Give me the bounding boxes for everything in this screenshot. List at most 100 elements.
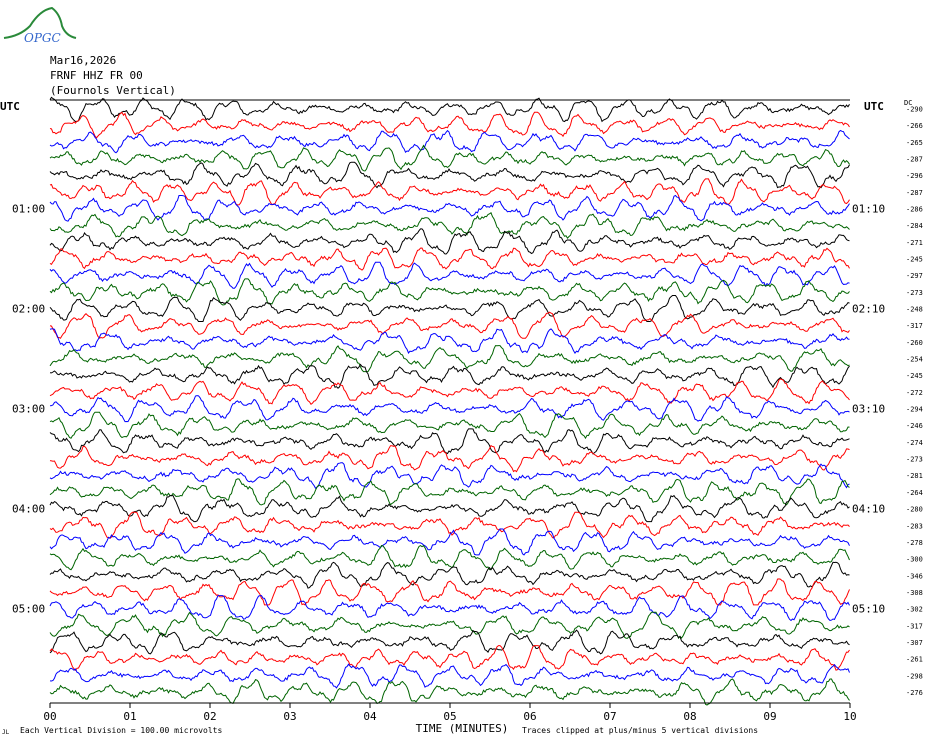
x-tick-label: 04 — [363, 710, 377, 723]
left-time-label: 02:00 — [12, 303, 45, 316]
dc-offset-value: -290 — [906, 106, 923, 114]
x-tick-label: 08 — [683, 710, 696, 723]
trace-line — [49, 363, 850, 389]
x-axis: 00 01 02 03 04 05 06 07 08 09 10 — [43, 703, 857, 723]
trace-line — [49, 247, 850, 271]
trace-line — [49, 144, 850, 172]
axis-labels: UTC UTC DC TIME (MINUTES) — [0, 99, 912, 735]
dc-offset-value: -300 — [906, 556, 923, 564]
date-label: Mar16,2026 — [50, 54, 117, 67]
trace-line — [49, 528, 850, 556]
right-time-label: 02:10 — [852, 303, 885, 316]
x-tick-label: 02 — [203, 710, 216, 723]
left-time-labels: 01:00 02:00 03:00 04:00 05:00 — [12, 203, 45, 616]
trace-line — [49, 194, 850, 222]
dc-offset-value: -317 — [906, 322, 923, 330]
dc-offset-value: -264 — [906, 489, 923, 497]
dc-offset-value: -276 — [906, 689, 923, 697]
trace-line — [49, 411, 850, 440]
dc-offset-value: -245 — [906, 256, 923, 264]
trace-line — [49, 561, 850, 589]
x-tick-label: 03 — [283, 710, 296, 723]
trace-line — [49, 678, 850, 706]
left-time-label: 03:00 — [12, 403, 45, 416]
dc-offset-value: -261 — [906, 656, 923, 664]
station-label: FRNF HHZ FR 00 — [50, 69, 143, 82]
dc-offset-value: -248 — [906, 306, 923, 314]
trace-line — [49, 311, 850, 339]
trace-line — [49, 261, 850, 289]
x-tick-label: 00 — [43, 710, 56, 723]
x-tick-label: 07 — [603, 710, 616, 723]
dc-offset-value: -266 — [906, 122, 923, 130]
corner-mark: JL — [2, 729, 10, 736]
right-time-label: 05:10 — [852, 603, 885, 616]
dc-offset-value: -297 — [906, 272, 923, 280]
x-tick-label: 06 — [523, 710, 536, 723]
left-time-label: 04:00 — [12, 503, 45, 516]
opgc-logo: OPGC — [3, 6, 77, 44]
right-time-labels: 01:10 02:10 03:10 04:10 05:10 — [852, 203, 885, 616]
trace-line — [49, 444, 850, 473]
dc-offset-value: -287 — [906, 156, 923, 164]
left-time-label: 01:00 — [12, 203, 45, 216]
trace-line — [49, 345, 850, 373]
trace-line — [49, 629, 850, 655]
logo-swoosh — [3, 6, 77, 39]
dc-label: DC — [904, 99, 912, 107]
dc-offset-value: -283 — [906, 522, 923, 530]
scale-note: Each Vertical Division = 100.00 microvol… — [20, 726, 223, 735]
dc-offset-value: -274 — [906, 439, 923, 447]
trace-line — [49, 645, 850, 672]
trace-line — [49, 595, 850, 622]
trace-line — [49, 395, 850, 423]
dc-offset-value: -294 — [906, 406, 923, 414]
dc-offset-value: -272 — [906, 389, 923, 397]
plot-frame — [50, 99, 850, 704]
dc-offset-value: -284 — [906, 222, 923, 230]
trace-line — [49, 478, 850, 506]
trace-line — [49, 111, 850, 139]
trace-line — [49, 578, 850, 606]
trace-line — [49, 129, 850, 154]
dc-offset-value: -280 — [906, 506, 923, 514]
dc-offset-value: -265 — [906, 139, 923, 147]
dc-offset-value: -286 — [906, 206, 923, 214]
left-time-label: 05:00 — [12, 603, 45, 616]
trace-line — [49, 511, 850, 539]
dc-offset-value: -281 — [906, 472, 923, 480]
trace-line — [49, 161, 850, 189]
description-label: (Fournols Vertical) — [50, 84, 176, 97]
trace-line — [49, 462, 850, 489]
dc-offset-value: -273 — [906, 289, 923, 297]
dc-offset-value: -346 — [906, 572, 923, 580]
dc-offset-value: -308 — [906, 589, 923, 597]
logo-text: OPGC — [24, 31, 61, 44]
dc-offset-value: -278 — [906, 539, 923, 547]
right-time-label: 04:10 — [852, 503, 885, 516]
trace-line — [49, 428, 850, 455]
x-tick-label: 05 — [443, 710, 456, 723]
trace-line — [49, 663, 850, 689]
right-time-label: 03:10 — [852, 403, 885, 416]
dc-offset-value: -271 — [906, 239, 923, 247]
right-time-label: 01:10 — [852, 203, 885, 216]
trace-line — [49, 378, 850, 406]
left-utc-label: UTC — [0, 100, 20, 113]
trace-line — [49, 611, 850, 640]
dc-offset-value: -246 — [906, 422, 923, 430]
trace-line — [49, 328, 850, 354]
trace-line — [49, 228, 850, 255]
trace-line — [49, 278, 850, 306]
trace-line — [49, 212, 850, 240]
dc-offset-value: -260 — [906, 339, 923, 347]
trace-line — [49, 178, 850, 206]
dc-offset-value: -302 — [906, 606, 923, 614]
dc-offset-value: -287 — [906, 189, 923, 197]
dc-offset-labels: -290 -266 -265 -287 -296 -287 -286 -284 -271 -245… — [906, 106, 923, 697]
clip-note: Traces clipped at plus/minus 5 vertical … — [522, 726, 759, 735]
trace-line — [49, 295, 850, 322]
x-tick-label: 01 — [123, 710, 136, 723]
traces-group — [49, 96, 850, 706]
